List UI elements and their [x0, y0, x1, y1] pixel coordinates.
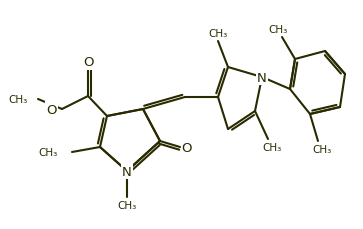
Text: CH₃: CH₃: [268, 25, 287, 35]
Text: CH₃: CH₃: [39, 147, 58, 157]
Text: O: O: [83, 56, 93, 69]
Text: CH₃: CH₃: [313, 144, 332, 154]
Text: O: O: [182, 141, 192, 154]
Text: N: N: [257, 71, 267, 84]
Text: CH₃: CH₃: [117, 200, 136, 210]
Text: N: N: [122, 165, 132, 178]
Text: CH₃: CH₃: [208, 29, 228, 39]
Text: CH₃: CH₃: [9, 95, 28, 105]
Text: O: O: [46, 103, 57, 116]
Text: CH₃: CH₃: [262, 142, 282, 152]
